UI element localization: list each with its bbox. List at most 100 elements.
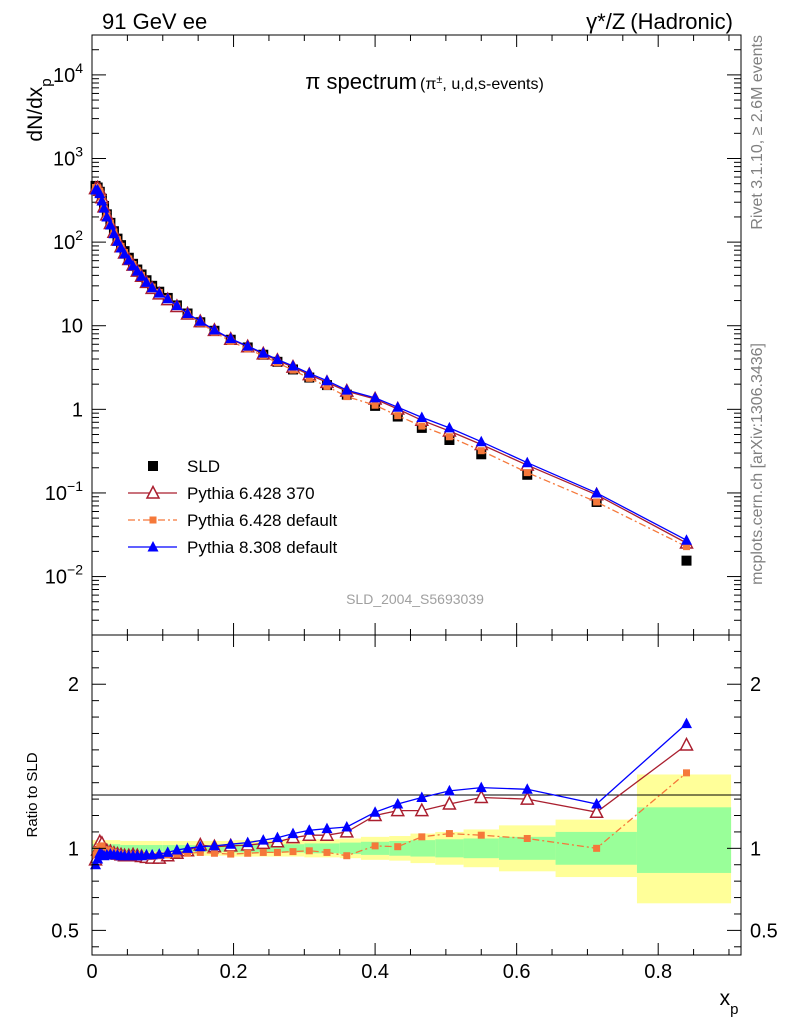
data-point: [257, 834, 269, 845]
data-point: [523, 834, 531, 842]
data-point: [681, 555, 692, 566]
data-point: [474, 789, 489, 804]
data-point: [194, 315, 206, 326]
data-point: [257, 347, 269, 358]
data-point: [289, 848, 297, 856]
data-point: [343, 393, 351, 401]
data-point: [523, 469, 531, 477]
main-chart-title: π spectrum: [305, 69, 417, 94]
data-point: [321, 374, 333, 386]
data-point: [171, 299, 183, 311]
data-point: [242, 836, 254, 848]
ratio-y-tick-label-right: 1: [750, 838, 761, 860]
main-y-tick-label: 1: [72, 399, 83, 421]
ratio-y-tick-label-right: 2: [750, 674, 761, 696]
data-point: [681, 534, 693, 545]
header-process-label: γ*/Z (Hadronic): [586, 9, 733, 34]
legend-marker: [147, 541, 159, 552]
series-pythia-8-308-default: [90, 717, 693, 870]
data-point: [305, 847, 313, 855]
data-point: [96, 195, 108, 206]
ratio-y-tick-label-right: 0.5: [750, 920, 778, 942]
data-point: [369, 806, 381, 817]
data-point: [196, 848, 204, 856]
data-point: [208, 323, 220, 335]
data-point: [371, 401, 379, 409]
uncertainty-bands: [92, 774, 732, 904]
ratio-y-tick-labels: 0.5 0.5 1 1 2 2: [51, 674, 778, 942]
data-point: [416, 791, 428, 802]
stat-uncertainty-band: [120, 845, 163, 852]
data-point: [111, 235, 123, 246]
stat-uncertainty-band: [304, 843, 340, 854]
legend-item-pythia-6-428-370: Pythia 6.428 370: [128, 484, 315, 503]
header-process-qualifier: (Hadronic): [630, 9, 733, 34]
chart-legend: SLD Pythia 6.428 370 Pythia 6.428 default P…: [128, 457, 338, 557]
x-tick-labels: 0 0.2 0.4 0.6 0.8: [86, 961, 672, 983]
data-point: [153, 848, 165, 859]
data-point: [416, 411, 428, 422]
stat-uncertainty-band: [435, 839, 464, 858]
data-point: [225, 332, 237, 344]
data-point: [242, 340, 254, 351]
data-point: [90, 858, 102, 870]
ratio-plot-frame: [91, 634, 742, 956]
data-point: [414, 802, 430, 817]
data-point: [475, 435, 487, 447]
legend-marker: [149, 516, 157, 524]
analysis-watermark: SLD_2004_S5693039: [346, 591, 484, 607]
data-point: [589, 804, 604, 818]
stat-uncertainty-band: [463, 838, 499, 859]
stat-uncertainty-band: [636, 807, 732, 873]
series-pythia-8-308-default: [90, 184, 693, 545]
main-y-tick-label: 104: [53, 60, 83, 87]
data-point: [390, 802, 405, 817]
ratio-y-tick-label: 1: [68, 838, 79, 860]
main-y-tick-label: 10: [61, 316, 83, 338]
legend-label: Pythia 6.428 370: [187, 484, 315, 503]
data-point: [321, 822, 333, 834]
legend-item-pythia-8-308-default: Pythia 8.308 default: [128, 538, 338, 557]
data-point: [182, 842, 194, 853]
data-point: [271, 353, 283, 364]
data-point: [194, 840, 206, 852]
data-point: [683, 543, 691, 551]
ratio-y-tick-label: 2: [68, 674, 79, 696]
data-point: [127, 259, 139, 271]
data-point: [303, 824, 315, 835]
data-point: [146, 281, 158, 293]
data-point: [92, 851, 100, 859]
data-point: [591, 798, 603, 809]
data-point: [593, 498, 601, 506]
data-point: [369, 391, 381, 403]
data-point: [94, 187, 106, 199]
data-point: [273, 848, 281, 856]
data-point: [477, 831, 485, 839]
data-point: [101, 210, 113, 222]
data-point: [681, 717, 693, 729]
stat-uncertainty-band: [339, 842, 361, 855]
data-point: [392, 798, 404, 809]
data-point: [104, 219, 116, 230]
data-point: [475, 781, 487, 793]
series-sld: [90, 180, 692, 566]
legend-label: Pythia 6.428 default: [187, 511, 338, 530]
data-point: [442, 795, 457, 810]
data-point: [323, 848, 331, 856]
data-point: [593, 844, 601, 852]
stat-uncertainty-band: [498, 836, 556, 860]
data-point: [287, 827, 299, 839]
stat-uncertainty-band: [410, 840, 436, 857]
data-point: [227, 850, 235, 858]
data-point: [520, 790, 535, 805]
data-point: [418, 422, 426, 430]
source-reference-label: mcplots.cern.ch [arXiv:1306.3436]: [749, 343, 766, 585]
data-point: [171, 843, 183, 855]
data-point: [521, 783, 533, 794]
data-point: [476, 449, 487, 460]
data-point: [477, 447, 485, 455]
data-point: [394, 412, 402, 420]
data-point: [303, 367, 315, 378]
